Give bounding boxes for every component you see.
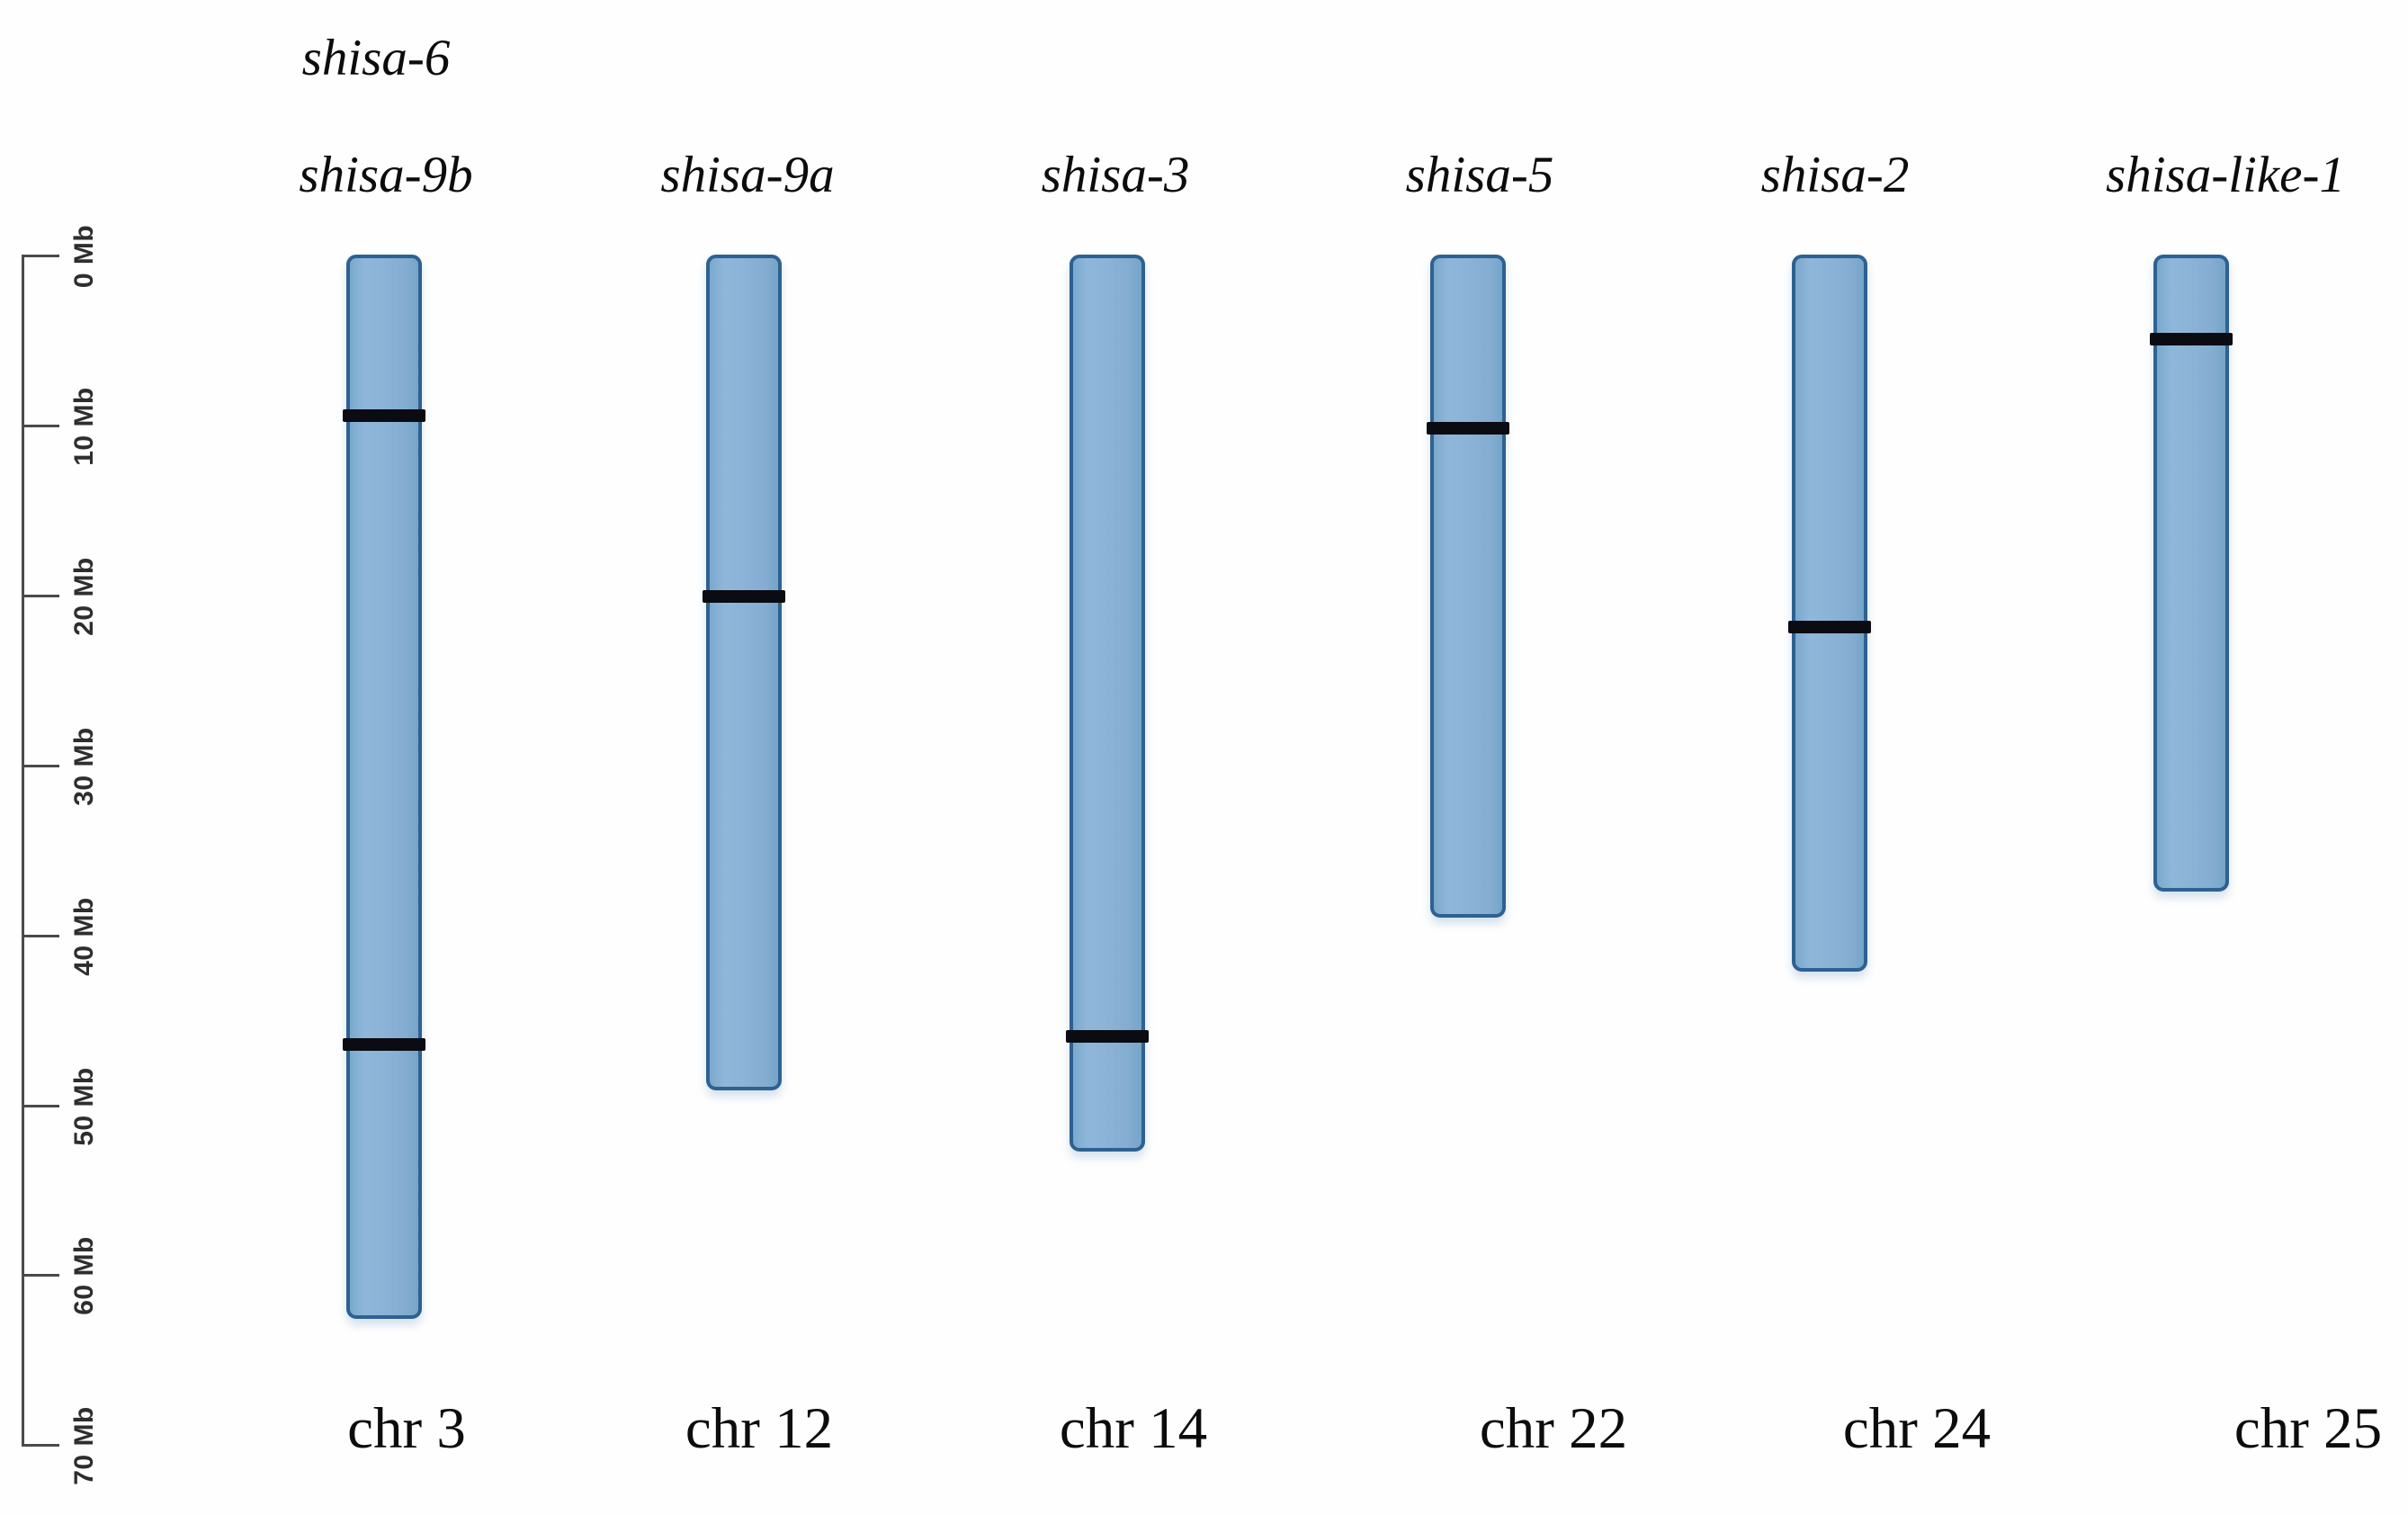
gene-mark-shisa-9a (703, 589, 785, 603)
chromosome-label-chr-25: chr 25 (2233, 1396, 2383, 1461)
tick-label-text: 40 Mb (69, 896, 99, 976)
tick-60mb (22, 1274, 59, 1277)
tick-70mb (22, 1444, 59, 1448)
gene-mark-shisa-2 (1788, 620, 1871, 633)
chromosome-label-chr-22: chr 22 (1479, 1396, 1628, 1461)
chromosome-label-chr-12: chr 12 (685, 1396, 834, 1461)
tick-label-20mb: 20 Mb (61, 538, 108, 655)
gene-label-shisa-6: shisa-6 (301, 30, 451, 86)
gene-label-shisa-5: shisa-5 (1405, 147, 1554, 203)
tick-10mb (22, 424, 59, 427)
tick-label-text: 30 Mb (69, 726, 99, 806)
tick-label-text: 0 Mb (69, 224, 99, 289)
gene-label-shisa-9b: shisa-9b (299, 147, 473, 203)
gene-mark-shisa-6 (343, 409, 425, 423)
tick-label-text: 60 Mb (69, 1236, 99, 1316)
tick-label-text: 20 Mb (69, 557, 99, 636)
gene-label-shisa-9a: shisa-9a (660, 147, 835, 203)
gene-label-shisa-3: shisa-3 (1041, 147, 1190, 203)
gene-label-shisa-like-1: shisa-like-1 (2106, 147, 2345, 203)
gene-mark-shisa-like-1 (2150, 333, 2233, 346)
gene-mark-shisa-3 (1066, 1029, 1149, 1043)
tick-label-70mb: 70 Mb (61, 1387, 108, 1504)
tick-label-0mb: 0 Mb (61, 198, 108, 315)
tick-label-30mb: 30 Mb (61, 708, 108, 825)
chromosome-bar-chr-12 (706, 255, 782, 1091)
gene-mark-shisa-9b (343, 1038, 425, 1052)
tick-label-50mb: 50 Mb (61, 1048, 108, 1165)
chromosome-bar-chr-22 (1430, 255, 1506, 918)
tick-0mb (22, 255, 59, 257)
chromosome-bar-chr-3 (346, 255, 422, 1319)
tick-label-text: 10 Mb (69, 387, 99, 466)
tick-50mb (22, 1104, 59, 1107)
chromosome-bar-chr-24 (1792, 255, 1867, 973)
tick-label-text: 50 Mb (69, 1066, 99, 1146)
tick-label-text: 70 Mb (69, 1406, 99, 1486)
chromosome-label-chr-14: chr 14 (1059, 1396, 1208, 1461)
chromosome-bar-chr-14 (1070, 255, 1145, 1152)
tick-label-40mb: 40 Mb (61, 878, 108, 995)
gene-label-shisa-2: shisa-2 (1760, 147, 1910, 203)
chromosome-label-chr-3: chr 3 (347, 1396, 466, 1461)
tick-30mb (22, 764, 59, 767)
chromosome-bar-chr-25 (2153, 255, 2229, 892)
axis-vertical-line (22, 255, 24, 1448)
tick-40mb (22, 934, 59, 937)
gene-mark-shisa-5 (1427, 421, 1509, 435)
tick-20mb (22, 594, 59, 597)
chromosome-label-chr-24: chr 24 (1842, 1396, 1992, 1461)
tick-label-60mb: 60 Mb (61, 1217, 108, 1334)
tick-label-10mb: 10 Mb (61, 368, 108, 485)
